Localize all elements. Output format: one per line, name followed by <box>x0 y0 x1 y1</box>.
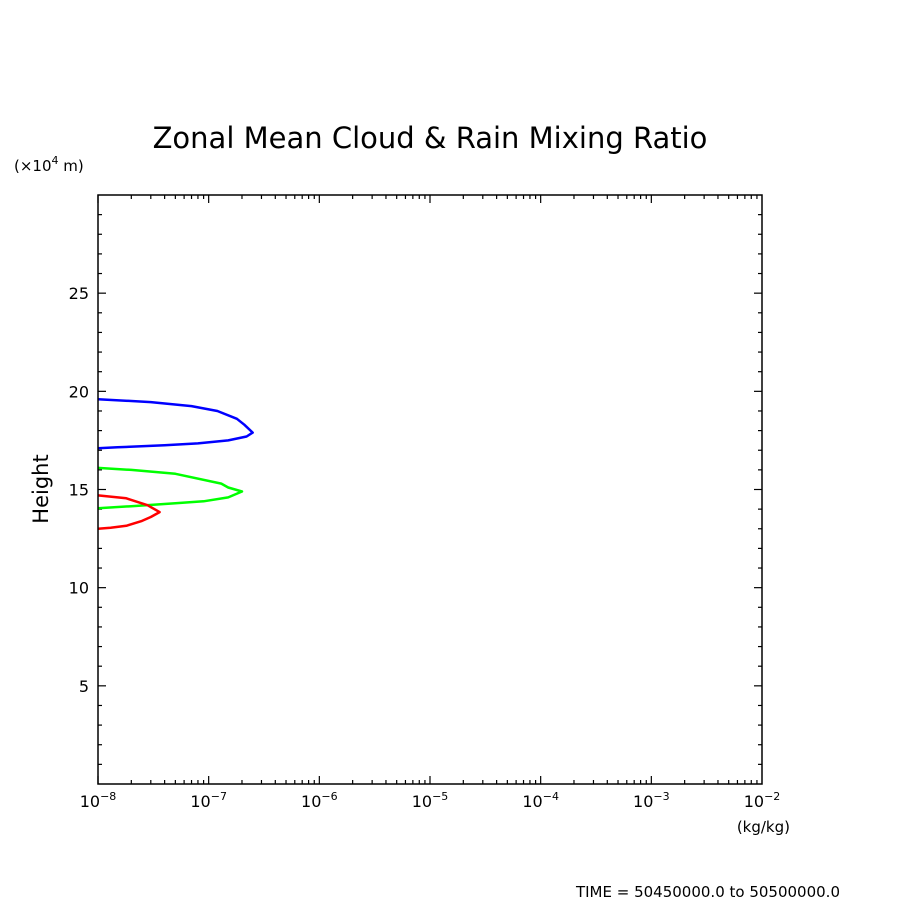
time-range-label: TIME = 50450000.0 to 50500000.0 <box>575 883 840 901</box>
x-tick-labels: 10−8 10−7 10−6 10−5 10−4 10−3 10−2 <box>80 790 781 811</box>
y-tick-label: 15 <box>69 481 89 500</box>
x-tick-label: 10−3 <box>633 790 670 811</box>
plot-frame <box>97 194 763 785</box>
y-unit-exponent: 4 <box>52 154 59 167</box>
y-unit-suffix: m) <box>59 157 84 175</box>
data-series <box>97 397 254 531</box>
x-tick-label: 10−2 <box>744 790 781 811</box>
y-axis-label: Height <box>29 454 53 523</box>
chart-title: Zonal Mean Cloud & Rain Mixing Ratio <box>153 121 708 155</box>
x-tick-label: 10−6 <box>301 790 338 811</box>
y-tick-label: 5 <box>79 677 89 696</box>
y-tick-label: 25 <box>69 284 89 303</box>
series-line <box>97 397 254 450</box>
y-unit-label: (×104 m) <box>14 154 84 175</box>
y-tick-labels: 5 10 15 20 25 <box>69 284 89 696</box>
x-tick-label: 10−4 <box>522 790 559 811</box>
y-tick-label: 10 <box>69 579 89 598</box>
x-unit-label: (kg/kg) <box>737 818 790 836</box>
y-unit-prefix: (×10 <box>14 157 52 175</box>
series-line <box>97 494 161 531</box>
x-tick-label: 10−8 <box>80 790 117 811</box>
series-line <box>97 466 244 510</box>
x-tick-label: 10−7 <box>190 790 227 811</box>
y-tick-label: 20 <box>69 382 89 401</box>
x-tick-label: 10−5 <box>412 790 449 811</box>
axis-ticks <box>97 195 762 784</box>
